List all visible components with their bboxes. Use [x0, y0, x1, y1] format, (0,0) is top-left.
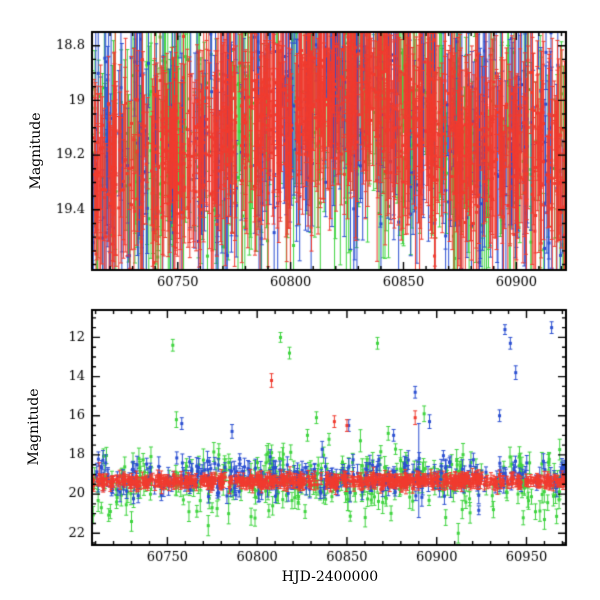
y-axis-label-top: Magnitude — [28, 112, 44, 190]
x-axis-label: HJD-2400000 — [281, 569, 379, 585]
y-axis-label-bottom: Magnitude — [26, 388, 42, 466]
